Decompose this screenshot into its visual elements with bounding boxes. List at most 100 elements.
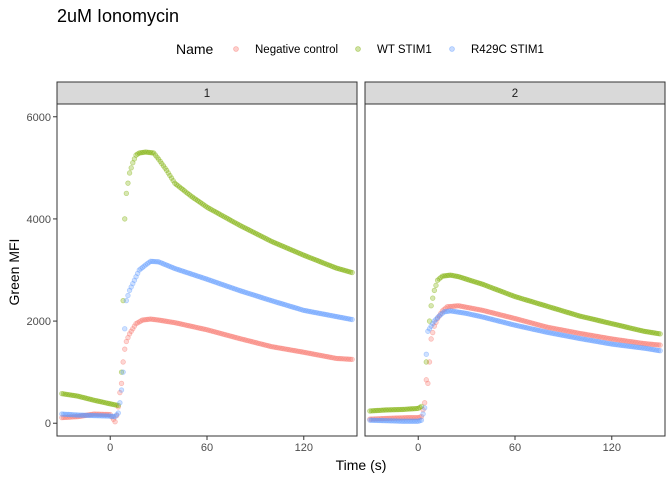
data-point bbox=[193, 324, 199, 330]
data-point bbox=[523, 318, 529, 325]
data-point bbox=[228, 217, 234, 224]
data-point bbox=[238, 288, 244, 294]
data-point bbox=[91, 411, 97, 417]
x-tick-label: 120 bbox=[603, 442, 621, 454]
data-point bbox=[581, 336, 587, 342]
data-point bbox=[254, 231, 260, 237]
data-point bbox=[246, 227, 252, 233]
data-point bbox=[257, 233, 263, 239]
data-point bbox=[459, 275, 465, 281]
data-point bbox=[186, 270, 192, 276]
data-point bbox=[252, 230, 259, 236]
data-point bbox=[565, 309, 571, 316]
data-point bbox=[638, 340, 644, 346]
data-point bbox=[441, 306, 447, 313]
data-point bbox=[183, 269, 189, 275]
data-point bbox=[652, 347, 658, 353]
data-point bbox=[512, 315, 518, 322]
data-point bbox=[520, 324, 526, 330]
data-point bbox=[596, 317, 602, 324]
data-point bbox=[310, 309, 317, 315]
data-point bbox=[268, 343, 275, 350]
data-point bbox=[147, 316, 154, 322]
data-point bbox=[341, 267, 347, 273]
series-negative-control bbox=[367, 303, 663, 422]
data-point bbox=[172, 319, 178, 326]
data-point bbox=[259, 294, 265, 301]
data-point bbox=[184, 190, 191, 197]
data-point bbox=[215, 280, 221, 286]
data-point bbox=[512, 322, 518, 328]
data-point bbox=[126, 287, 133, 294]
data-point bbox=[228, 333, 234, 339]
data-point bbox=[88, 396, 94, 403]
data-point bbox=[110, 413, 117, 420]
data-point bbox=[389, 418, 396, 424]
data-point bbox=[422, 400, 428, 406]
data-point bbox=[554, 326, 560, 332]
data-point bbox=[630, 325, 636, 332]
data-point bbox=[335, 265, 341, 272]
data-point bbox=[288, 347, 294, 353]
data-point bbox=[257, 294, 263, 300]
data-point bbox=[552, 306, 558, 312]
data-point bbox=[655, 330, 662, 337]
data-point bbox=[526, 325, 533, 332]
data-point bbox=[423, 377, 429, 383]
data-point bbox=[573, 335, 579, 341]
data-point bbox=[641, 345, 647, 351]
data-point bbox=[654, 342, 660, 348]
data-point bbox=[410, 406, 417, 412]
data-point bbox=[293, 305, 299, 311]
data-point bbox=[139, 149, 146, 156]
facet-panel-2: 2 0 60 120 bbox=[364, 81, 666, 454]
data-point bbox=[247, 291, 254, 297]
data-point bbox=[391, 415, 397, 421]
data-point bbox=[599, 334, 605, 340]
data-point bbox=[457, 274, 463, 280]
data-point bbox=[628, 325, 634, 331]
data-point bbox=[431, 318, 438, 324]
data-point bbox=[497, 318, 504, 325]
data-point bbox=[281, 301, 288, 308]
data-point bbox=[368, 408, 375, 414]
data-point bbox=[341, 315, 347, 321]
data-point bbox=[212, 208, 218, 215]
data-point bbox=[415, 414, 421, 421]
data-point bbox=[534, 300, 541, 307]
data-point bbox=[381, 415, 388, 422]
data-point bbox=[386, 415, 392, 421]
data-point bbox=[539, 302, 546, 308]
data-point bbox=[526, 298, 533, 304]
data-point bbox=[538, 328, 544, 334]
data-point bbox=[496, 318, 502, 324]
data-point bbox=[131, 156, 138, 162]
data-point bbox=[533, 300, 539, 306]
data-point bbox=[560, 308, 567, 314]
data-point bbox=[178, 185, 184, 191]
data-point bbox=[305, 350, 312, 356]
y-tick-label: 6000 bbox=[27, 112, 51, 124]
data-point bbox=[188, 271, 194, 277]
data-point bbox=[615, 342, 621, 348]
data-point bbox=[81, 412, 88, 418]
data-point bbox=[467, 311, 473, 317]
data-point bbox=[144, 261, 150, 267]
data-point bbox=[297, 251, 304, 257]
data-point bbox=[252, 292, 259, 299]
data-point bbox=[401, 406, 407, 412]
data-point bbox=[146, 259, 152, 266]
data-point bbox=[372, 408, 378, 414]
data-point bbox=[613, 322, 620, 328]
data-point bbox=[73, 393, 79, 399]
data-point bbox=[639, 345, 646, 351]
data-point bbox=[580, 314, 586, 320]
data-point bbox=[449, 272, 455, 279]
data-point bbox=[318, 352, 325, 359]
data-point bbox=[644, 329, 650, 335]
data-point bbox=[325, 354, 331, 360]
data-point bbox=[209, 328, 215, 334]
data-point bbox=[322, 311, 328, 317]
data-point bbox=[447, 272, 454, 278]
data-point bbox=[320, 260, 326, 266]
